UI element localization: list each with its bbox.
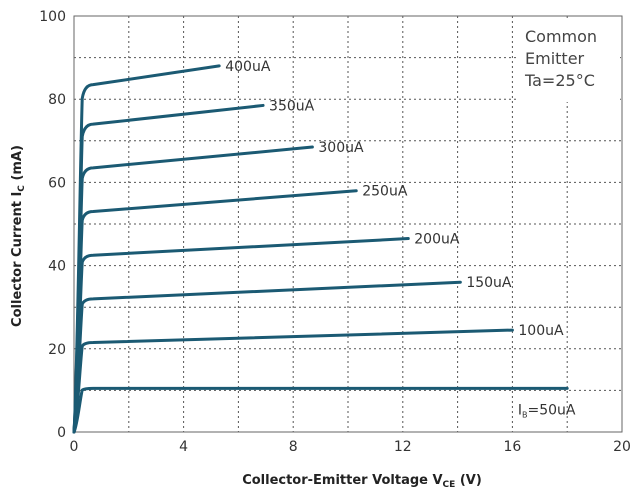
annotation-line: Common bbox=[525, 27, 597, 46]
y-tick-label: 100 bbox=[39, 9, 66, 25]
x-tick-label: 8 bbox=[289, 439, 298, 455]
x-tick-label: 4 bbox=[179, 439, 188, 455]
annotation-line: Ta=25°C bbox=[524, 71, 595, 90]
annotation-line: Emitter bbox=[525, 49, 585, 68]
curve-label: 300uA bbox=[318, 140, 364, 156]
y-tick-label: 20 bbox=[48, 342, 66, 358]
y-axis-title: Collector Current IC (mA) bbox=[10, 145, 27, 327]
y-tick-label: 0 bbox=[57, 425, 66, 441]
curve-250uA bbox=[72, 189, 358, 434]
curve-100uA bbox=[72, 328, 514, 434]
curve-label: 350uA bbox=[269, 98, 315, 114]
x-tick-label: 0 bbox=[70, 439, 79, 455]
curve-IB=50uA bbox=[72, 386, 569, 434]
x-axis-title: Collector-Emitter Voltage VCE (V) bbox=[242, 473, 482, 490]
curve-label: 400uA bbox=[225, 59, 271, 75]
curve-label: 150uA bbox=[466, 275, 512, 291]
plot-frame bbox=[73, 15, 623, 433]
curve-label: IB=50uA bbox=[518, 402, 576, 419]
y-tick-label: 80 bbox=[48, 92, 66, 108]
y-tick-label: 60 bbox=[48, 175, 66, 191]
x-tick-label: 12 bbox=[394, 439, 412, 455]
curve-label: 250uA bbox=[362, 184, 408, 200]
y-tick-label: 40 bbox=[48, 259, 66, 275]
curve-label: 200uA bbox=[414, 232, 460, 248]
curve-label: 100uA bbox=[518, 323, 564, 339]
annotation-background bbox=[517, 18, 620, 102]
x-tick-label: 16 bbox=[503, 439, 521, 455]
x-tick-label: 20 bbox=[613, 439, 631, 455]
